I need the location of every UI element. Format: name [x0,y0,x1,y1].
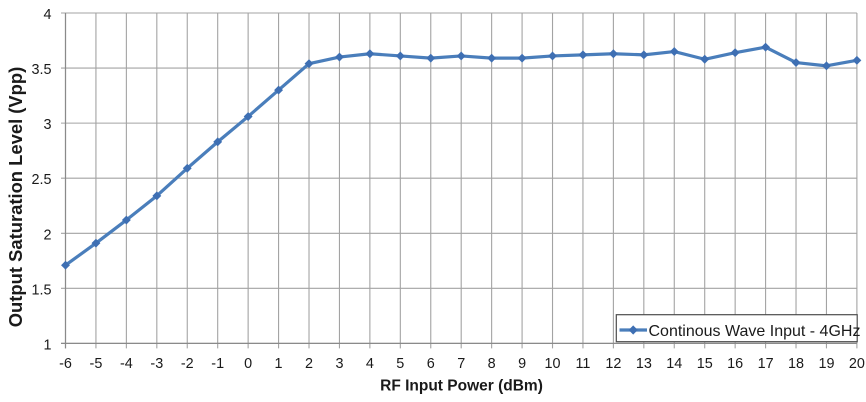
svg-text:17: 17 [758,356,774,372]
svg-text:1: 1 [275,356,283,372]
svg-text:-4: -4 [120,356,133,372]
svg-text:-5: -5 [90,356,103,372]
svg-text:-6: -6 [59,356,72,372]
svg-text:2.5: 2.5 [31,172,51,188]
svg-text:15: 15 [697,356,713,372]
svg-text:9: 9 [518,356,526,372]
svg-text:1.5: 1.5 [31,282,51,298]
svg-text:5: 5 [396,356,404,372]
svg-text:16: 16 [727,356,743,372]
svg-text:2: 2 [305,356,313,372]
svg-text:-3: -3 [150,356,163,372]
svg-text:Continous Wave Input - 4GHz: Continous Wave Input - 4GHz [649,323,861,340]
svg-text:12: 12 [605,356,621,372]
svg-text:1: 1 [43,337,51,353]
svg-text:6: 6 [427,356,435,372]
svg-text:0: 0 [244,356,252,372]
svg-text:RF Input Power (dBm): RF Input Power (dBm) [380,378,543,395]
svg-text:3: 3 [43,117,51,133]
svg-text:4: 4 [366,356,374,372]
svg-text:13: 13 [636,356,652,372]
svg-text:11: 11 [575,356,590,372]
svg-text:4: 4 [43,7,51,23]
svg-text:8: 8 [488,356,496,372]
svg-text:-1: -1 [211,356,224,372]
svg-text:7: 7 [457,356,465,372]
svg-text:10: 10 [545,356,561,372]
svg-text:18: 18 [788,356,804,372]
svg-text:3.5: 3.5 [31,62,51,78]
svg-text:-2: -2 [181,356,194,372]
svg-text:20: 20 [849,356,865,372]
svg-text:2: 2 [43,227,51,243]
svg-text:19: 19 [818,356,834,372]
svg-text:3: 3 [335,356,343,372]
svg-text:14: 14 [666,356,682,372]
svg-text:Output Saturation Level (Vpp): Output Saturation Level (Vpp) [5,67,26,328]
